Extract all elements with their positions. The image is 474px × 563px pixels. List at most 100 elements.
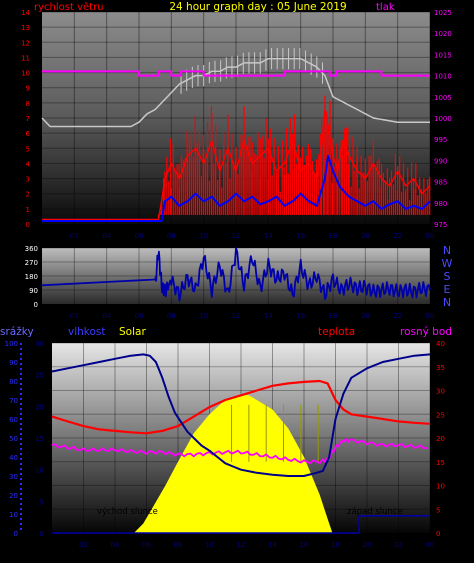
x-tick-label: 04 bbox=[102, 312, 111, 320]
x-tick-label: 22 bbox=[394, 541, 403, 549]
x-tick-label: 06 bbox=[135, 232, 144, 240]
wind-speed-label: rychlost větru bbox=[34, 1, 104, 13]
temperature-tick-label: 40 bbox=[436, 340, 445, 348]
x-tick-label: 00 bbox=[426, 232, 435, 240]
x-tick-label: 08 bbox=[167, 312, 176, 320]
compass-label: N bbox=[443, 296, 451, 309]
humidity-tick-label: 15 bbox=[35, 435, 44, 443]
rain-line bbox=[52, 515, 430, 534]
x-tick-label: 22 bbox=[393, 312, 402, 320]
x-tick-label: 18 bbox=[329, 232, 338, 240]
x-tick-label: 06 bbox=[142, 541, 151, 549]
tick-labels: 0123456789101112131497598098599099510001… bbox=[5, 9, 453, 549]
x-tick-label: 02 bbox=[70, 312, 79, 320]
solar-label: Solar bbox=[119, 326, 146, 338]
pressure-tick-label: 995 bbox=[434, 136, 447, 144]
rain-tick-label: 60 bbox=[9, 416, 18, 424]
wind-tick-label: 11 bbox=[21, 54, 30, 62]
x-tick-label: 16 bbox=[296, 312, 305, 320]
rain-tick-label: 20 bbox=[9, 492, 18, 500]
x-tick-label: 02 bbox=[79, 541, 88, 549]
wind-tick-label: 10 bbox=[21, 70, 30, 78]
direction-tick-label: 90 bbox=[29, 287, 38, 295]
panel-3-marks bbox=[51, 353, 431, 534]
direction-tick-label: 270 bbox=[25, 259, 38, 267]
humidity-tick-label: 30 bbox=[35, 340, 44, 348]
x-tick-label: 16 bbox=[296, 232, 305, 240]
temperature-tick-label: 20 bbox=[436, 435, 445, 443]
dew-point-label: rosný bod bbox=[400, 326, 452, 338]
rain-tick-label: 30 bbox=[9, 473, 18, 481]
rain-tick-label: 100 bbox=[5, 340, 18, 348]
pressure-tick-label: 1015 bbox=[434, 51, 452, 59]
wind-direction-line bbox=[41, 247, 431, 302]
wind-line bbox=[42, 109, 431, 221]
x-tick-label: 08 bbox=[167, 232, 176, 240]
wind-tick-label: 2 bbox=[26, 191, 30, 199]
temperature-line bbox=[51, 379, 431, 435]
temperature-tick-label: 25 bbox=[436, 411, 445, 419]
x-tick-label: 06 bbox=[135, 312, 144, 320]
wind-tick-label: 8 bbox=[26, 100, 30, 108]
compass-label: W bbox=[442, 257, 453, 270]
panel-3-grid bbox=[20, 342, 431, 533]
pressure-line bbox=[42, 70, 430, 77]
x-tick-label: 14 bbox=[268, 541, 277, 549]
rain-tick-label: 70 bbox=[9, 397, 18, 405]
direction-tick-label: 360 bbox=[25, 245, 38, 253]
pressure-tick-label: 1020 bbox=[434, 30, 452, 38]
grey-line bbox=[41, 57, 430, 128]
humidity-label: vlhkost bbox=[68, 326, 106, 338]
wind-tick-label: 0 bbox=[26, 221, 30, 229]
x-tick-label: 20 bbox=[361, 232, 370, 240]
x-tick-label: 10 bbox=[199, 232, 208, 240]
temperature-tick-label: 10 bbox=[436, 483, 445, 491]
direction-tick-label: 180 bbox=[25, 273, 38, 281]
rain-label: srážky bbox=[0, 326, 34, 338]
x-tick-label: 04 bbox=[111, 541, 120, 549]
panel-1-marks bbox=[41, 48, 431, 222]
rain-tick-label: 40 bbox=[9, 454, 18, 462]
x-tick-label: 20 bbox=[363, 541, 372, 549]
pressure-tick-label: 1000 bbox=[434, 115, 452, 123]
x-tick-label: 22 bbox=[393, 232, 402, 240]
compass-label: N bbox=[443, 244, 451, 257]
x-tick-label: 18 bbox=[329, 312, 338, 320]
pressure-tick-label: 1005 bbox=[434, 94, 452, 102]
pressure-tick-label: 980 bbox=[434, 200, 447, 208]
humidity-tick-label: 5 bbox=[40, 498, 44, 506]
x-tick-label: 00 bbox=[426, 541, 435, 549]
pressure-tick-label: 985 bbox=[434, 179, 447, 187]
humidity-tick-label: 25 bbox=[35, 372, 44, 380]
x-tick-label: 12 bbox=[237, 541, 246, 549]
rain-tick-label: 50 bbox=[9, 435, 18, 443]
panel-2-grid bbox=[42, 247, 431, 304]
temperature-tick-label: 0 bbox=[436, 530, 440, 538]
x-tick-label: 20 bbox=[361, 312, 370, 320]
compass-label: S bbox=[444, 270, 451, 283]
humidity-tick-label: 10 bbox=[35, 467, 44, 475]
pressure-label: tlak bbox=[376, 2, 395, 13]
x-tick-label: 02 bbox=[70, 232, 79, 240]
wind-tick-label: 12 bbox=[21, 39, 30, 47]
temperature-tick-label: 15 bbox=[436, 459, 445, 467]
wind-tick-label: 1 bbox=[26, 206, 30, 214]
temperature-tick-label: 5 bbox=[436, 506, 440, 514]
wind-tick-label: 5 bbox=[26, 145, 30, 153]
wind-tick-label: 14 bbox=[21, 9, 30, 17]
humidity-tick-label: 0 bbox=[40, 530, 44, 538]
x-tick-label: 10 bbox=[199, 312, 208, 320]
wind-tick-label: 9 bbox=[26, 85, 30, 93]
rain-tick-label: 80 bbox=[9, 378, 18, 386]
rain-tick-label: 90 bbox=[9, 359, 18, 367]
wind-tick-label: 6 bbox=[26, 130, 31, 138]
temperature-label: teplota bbox=[318, 326, 355, 338]
x-tick-label: 04 bbox=[102, 232, 111, 240]
pressure-tick-label: 990 bbox=[434, 157, 447, 165]
wind-tick-label: 3 bbox=[26, 176, 30, 184]
solar-area bbox=[133, 395, 333, 533]
x-tick-label: 14 bbox=[264, 312, 273, 320]
pressure-tick-label: 975 bbox=[434, 221, 447, 229]
